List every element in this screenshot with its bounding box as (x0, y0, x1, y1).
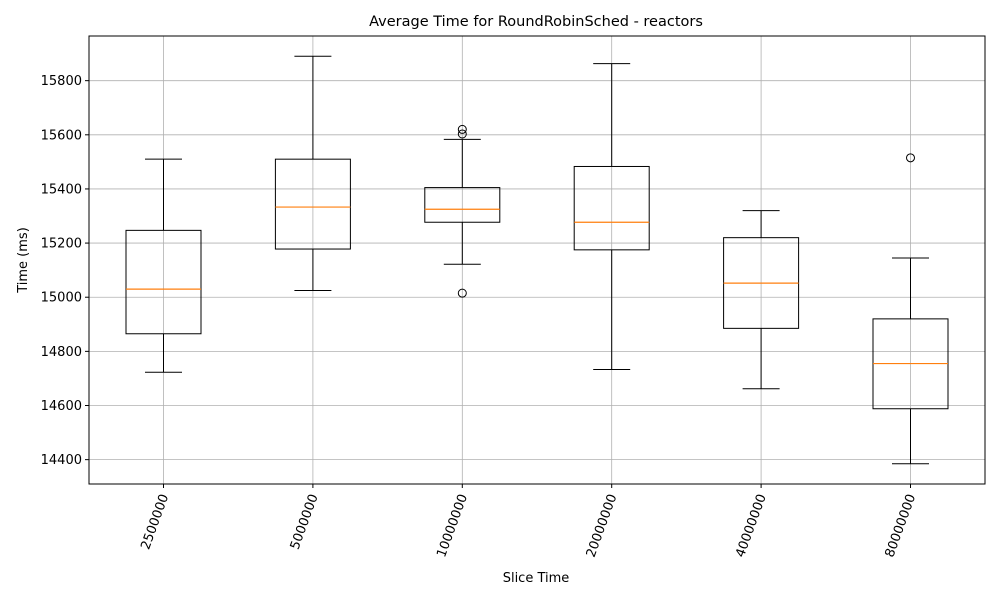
y-tick-label: 14600 (41, 399, 82, 414)
outlier-point (457, 129, 467, 139)
box-body (573, 165, 650, 251)
boxes (125, 55, 949, 465)
box-2500000 (125, 158, 202, 373)
outlier-point (457, 288, 467, 298)
x-axis-ticks: 2500000 5000000 10000000 20000000 40000000 80… (138, 484, 919, 560)
outlier-point (906, 153, 915, 163)
x-tick-label: 10000000 (434, 492, 471, 559)
box-10000000 (424, 124, 501, 298)
plot-frame (88, 35, 986, 485)
box-20000000 (573, 63, 650, 370)
x-tick-label: 20000000 (584, 492, 621, 559)
box-80000000 (872, 153, 949, 465)
x-tick-label: 2500000 (138, 492, 172, 552)
box-body (125, 229, 202, 335)
box-body (274, 158, 351, 250)
x-tick-label: 5000000 (288, 492, 322, 552)
y-tick-label: 15600 (41, 128, 82, 143)
y-axis-label: Time (ms) (16, 227, 31, 294)
chart-title: Average Time for RoundRobinSched - react… (369, 14, 703, 30)
box-5000000 (274, 55, 351, 291)
x-axis-label: Slice Time (503, 571, 570, 586)
box-40000000 (723, 210, 800, 390)
x-tick-label: 40000000 (733, 492, 770, 559)
y-axis-ticks: 14400 14600 14800 15000 15200 15400 15600 15800 (41, 74, 89, 468)
outlier-point (457, 124, 467, 134)
y-tick-label: 15400 (41, 182, 82, 197)
y-tick-label: 14400 (41, 453, 82, 468)
grid-lines (89, 36, 985, 484)
y-tick-label: 15000 (41, 291, 82, 306)
y-tick-label: 15800 (41, 74, 82, 89)
box-body (424, 187, 501, 223)
y-tick-label: 15200 (41, 237, 82, 252)
x-tick-label: 80000000 (883, 492, 920, 559)
y-tick-label: 14800 (41, 345, 82, 360)
